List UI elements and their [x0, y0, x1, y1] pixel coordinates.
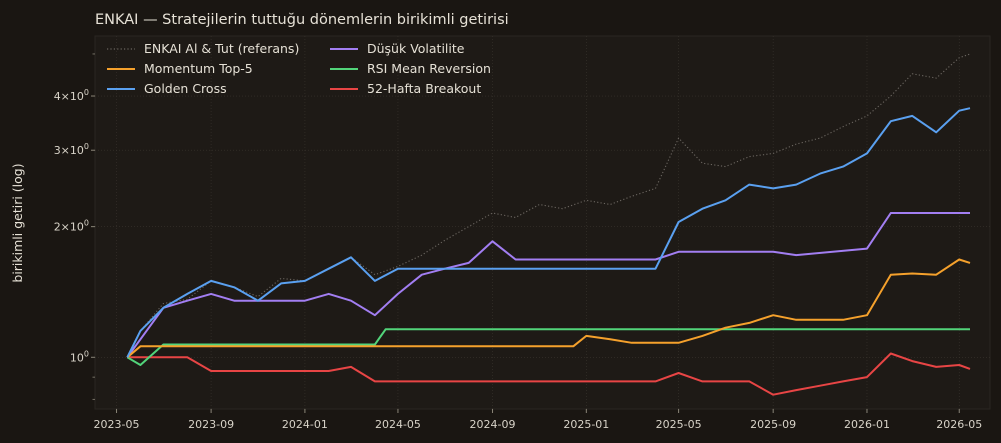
legend-label-0: ENKAI Al & Tut (referans) — [144, 41, 299, 56]
x-tick-label: 2025-09 — [750, 418, 796, 431]
x-tick-label: 2024-05 — [375, 418, 421, 431]
y-tick-label: 3×100 — [54, 142, 89, 157]
y-tick-label: 2×100 — [54, 219, 89, 234]
x-tick-label: 2025-01 — [563, 418, 609, 431]
series-line-0 — [126, 53, 971, 358]
series-line-2 — [126, 107, 971, 358]
series-layer — [126, 53, 971, 396]
x-tick-label: 2023-09 — [188, 418, 234, 431]
legend-label-1: Momentum Top-5 — [144, 61, 253, 76]
x-axis: 2023-05 2023-09 2024-01 2024-05 2024-09 2025-… — [94, 409, 982, 431]
x-tick-label: 2024-09 — [470, 418, 516, 431]
x-tick-label: 2026-05 — [936, 418, 982, 431]
x-tick-label: 2023-05 — [94, 418, 140, 431]
chart-title: ENKAI — Stratejilerin tuttuğu dönemlerin… — [95, 12, 509, 28]
y-axis-label: birikimli getiri (log) — [10, 163, 25, 282]
legend-label-3: Düşük Volatilite — [367, 41, 465, 56]
y-tick-label: 4×100 — [54, 88, 89, 103]
series-line-5 — [127, 352, 971, 396]
x-tick-label: 2025-05 — [656, 418, 702, 431]
legend-label-5: 52-Hafta Breakout — [367, 81, 481, 96]
series-line-4 — [126, 328, 970, 366]
series-line-1 — [126, 258, 971, 359]
legend-label-2: Golden Cross — [144, 81, 227, 96]
series-line-3 — [126, 212, 970, 358]
legend-label-4: RSI Mean Reversion — [367, 61, 491, 76]
plot-area — [94, 35, 991, 410]
x-tick-label: 2026-01 — [844, 418, 890, 431]
x-tick-label: 2024-01 — [282, 418, 328, 431]
legend: ENKAI Al & Tut (referans) Momentum Top-5 G… — [107, 41, 491, 96]
